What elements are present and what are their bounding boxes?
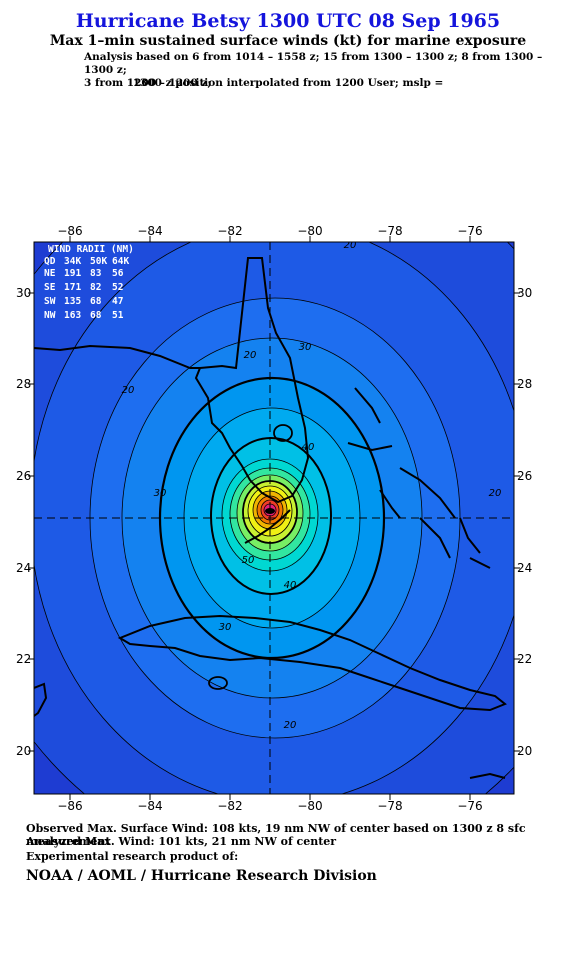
lon-tick-label-bottom: −76 (457, 799, 482, 813)
map-axes: −86 −86 −84 −84 −82 −82 −80 −80 −78 −78 −76 −76 30 30… (16, 224, 532, 813)
wind-radii-title: WIND RADII (NM) (48, 244, 134, 255)
lat-tick-label-right: 22 (517, 652, 532, 666)
contour-label: 50 (242, 555, 255, 566)
contour-label: 30 (219, 622, 232, 633)
wind-field-map: 20 20 20 30 30 40 40 50 30 20 20 WIND RADII (NM)QD… (16, 224, 532, 813)
lon-tick-label-top: −80 (297, 224, 322, 238)
lat-tick-label-left: 30 (16, 286, 31, 300)
wind-radii-header: QD (44, 256, 56, 267)
lon-tick-label-top: −78 (377, 224, 402, 238)
wind-radii-table: WIND RADII (NM)QD 34K 50K 64K NE 191 83 56 SE 171… (44, 244, 134, 321)
wind-radii-cell: 68 (90, 310, 102, 321)
lat-tick-label-right: 26 (517, 469, 532, 483)
yucatan-coastline (34, 682, 48, 717)
lake-okeechobee (273, 424, 293, 442)
contour-label: 40 (284, 580, 297, 591)
position-note: 1300 z position interpolated from 1200 U… (132, 77, 444, 89)
contour-label: 40 (302, 442, 315, 453)
wind-radii-cell: SW (44, 296, 56, 307)
lat-tick-label-left: 26 (16, 469, 31, 483)
wind-radii-cell: 171 (64, 282, 81, 293)
contour-label: 20 (244, 350, 257, 361)
contour-label: 30 (154, 488, 167, 499)
wind-radii-header: 64K (112, 256, 129, 267)
wind-radii-cell: 82 (90, 282, 101, 293)
wind-radii-header: 34K (64, 256, 81, 267)
lon-tick-label-bottom: −82 (217, 799, 242, 813)
wind-radii-cell: 52 (112, 282, 123, 293)
wind-radii-cell: 191 (64, 268, 81, 279)
wind-radii-header: 50K (90, 256, 107, 267)
experimental-note: Experimental research product of: (26, 850, 239, 863)
analysis-line-2: 3 from 1200 – 1200 z; (84, 77, 212, 89)
contour-label: 20 (122, 385, 135, 396)
analysis-summary: Analysis based on 6 from 1014 – 1558 z; … (84, 51, 554, 90)
wind-radii-cell: 51 (112, 310, 124, 321)
agency-credit: NOAA / AOML / Hurricane Research Divisio… (26, 868, 377, 884)
contour-label: 20 (344, 240, 357, 251)
lat-tick-label-left: 24 (16, 561, 31, 575)
gulf-coastline (34, 344, 200, 369)
wind-radii-cell: 47 (112, 296, 123, 307)
wind-radii-cell: 163 (64, 310, 81, 321)
lon-tick-label-bottom: −84 (137, 799, 162, 813)
analyzed-max-wind: Analyzed Max. Wind: 101 kts, 21 nm NW of… (26, 835, 337, 848)
wind-radii-cell: 135 (64, 296, 81, 307)
wind-radii-cell: 83 (90, 268, 102, 279)
contour-label: 20 (284, 720, 297, 731)
isle-of-youth (208, 676, 228, 690)
lat-tick-label-right: 24 (517, 561, 532, 575)
lon-tick-label-top: −84 (137, 224, 162, 238)
wind-radii-cell: 56 (112, 268, 124, 279)
plot-title: Hurricane Betsy 1300 UTC 08 Sep 1965 (75, 10, 501, 32)
wind-radii-cell: SE (44, 282, 56, 293)
lat-tick-label-right: 20 (517, 744, 532, 758)
jamaica-coastline (469, 772, 506, 779)
wind-radii-cell: NW (44, 310, 56, 321)
observed-max-wind: Observed Max. Surface Wind: 108 kts, 19 … (26, 822, 526, 848)
lat-tick-label-left: 28 (16, 377, 31, 391)
bahamas-islands (347, 387, 491, 569)
lat-tick-label-left: 20 (16, 744, 31, 758)
lon-tick-label-bottom: −80 (297, 799, 322, 813)
florida-coastline (194, 257, 310, 504)
plot-frame (33, 241, 515, 795)
wind-radii-cell: 68 (90, 296, 102, 307)
lat-tick-label-right: 28 (517, 377, 532, 391)
contour-label: 30 (299, 342, 312, 353)
contour-label: 20 (489, 488, 502, 499)
lon-tick-label-top: −86 (57, 224, 82, 238)
contour-labels: 20 20 20 30 30 40 40 50 30 20 20 (122, 240, 502, 731)
plot-subtitle: Max 1–min sustained surface winds (kt) f… (49, 33, 527, 49)
lat-tick-label-left: 22 (16, 652, 31, 666)
cuba-coastline (117, 614, 507, 712)
analysis-line-1: Analysis based on 6 from 1014 – 1558 z; … (84, 51, 543, 76)
lon-tick-label-top: −76 (457, 224, 482, 238)
wind-radii-cell: NE (44, 268, 56, 279)
lon-tick-label-top: −82 (217, 224, 242, 238)
lon-tick-label-bottom: −78 (377, 799, 402, 813)
lat-tick-label-right: 30 (517, 286, 532, 300)
wind-contour-field: 20 20 20 30 30 40 40 50 30 20 20 WIND RADII (NM)QD… (34, 240, 514, 794)
lon-tick-label-bottom: −86 (57, 799, 82, 813)
